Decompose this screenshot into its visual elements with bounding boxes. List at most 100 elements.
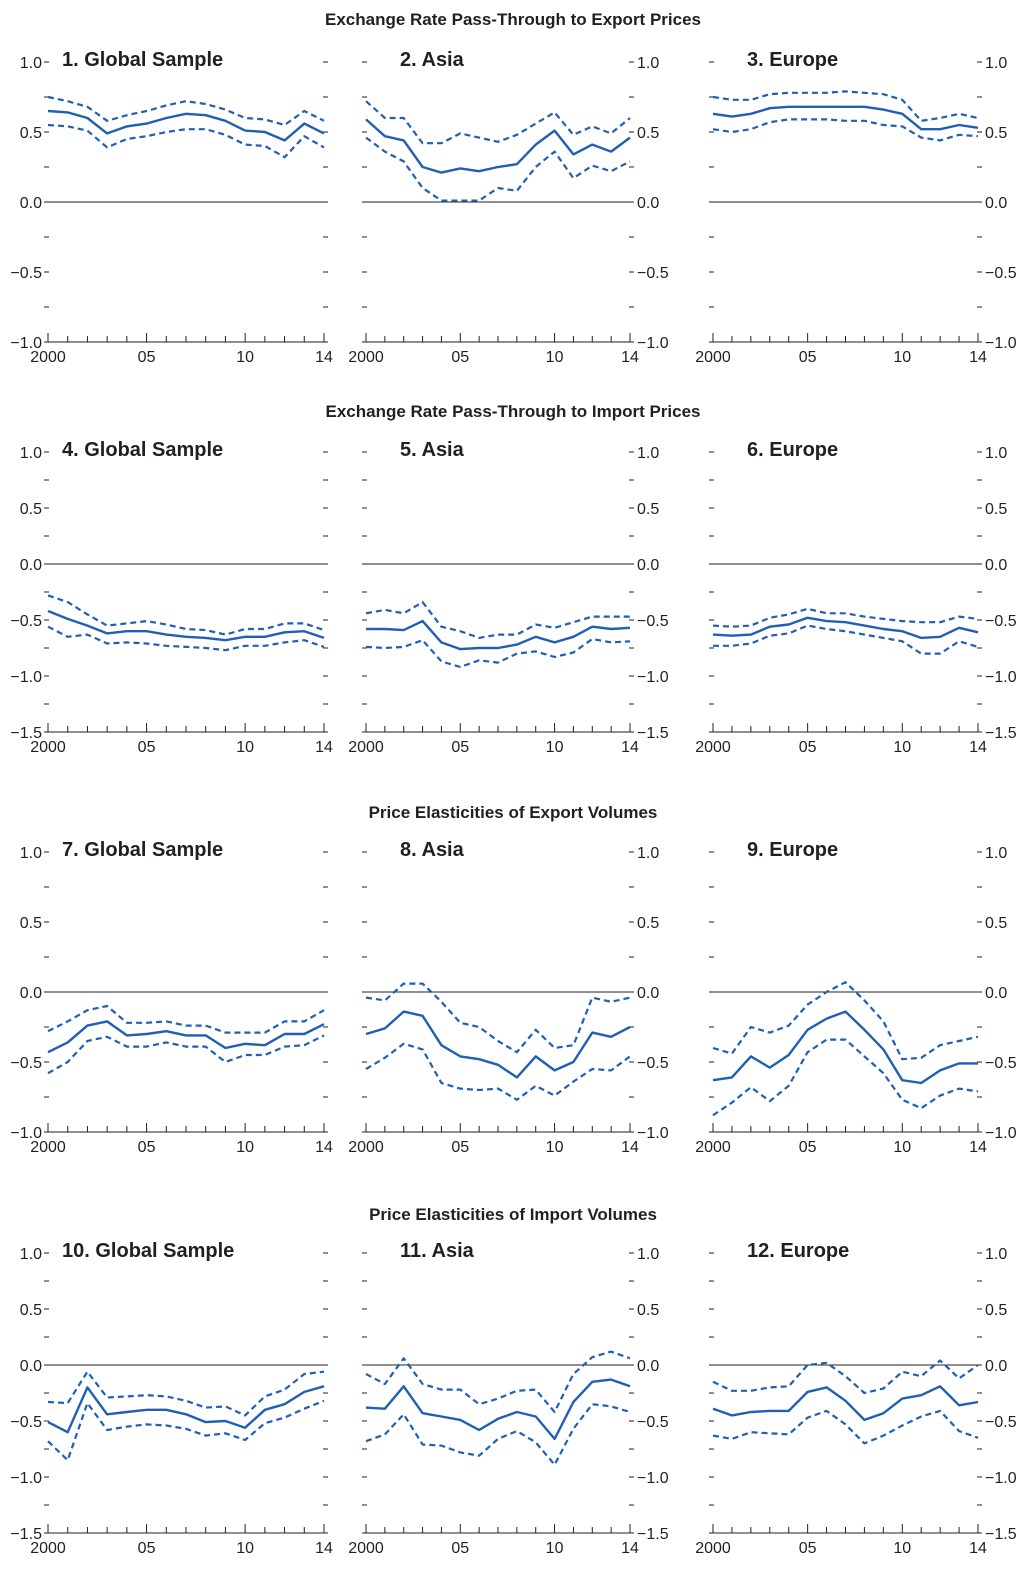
x-tick-label: 2000 — [30, 739, 66, 756]
y-tick-label: −1.5 — [637, 725, 669, 742]
y-tick-label: −1.5 — [637, 1526, 669, 1543]
x-tick-label: 2000 — [695, 739, 731, 756]
y-tick-label: 1.0 — [985, 1246, 1007, 1263]
x-tick-label: 14 — [315, 739, 333, 756]
x-tick-label: 2000 — [30, 349, 66, 366]
y-tick-label: 1.0 — [20, 1246, 42, 1263]
x-tick-label: 10 — [546, 349, 564, 366]
row-title-export-elasticities: Price Elasticities of Export Volumes — [369, 803, 658, 822]
panel-title: 10. Global Sample — [62, 1240, 234, 1262]
y-tick-label: −1.0 — [10, 335, 42, 352]
panel-title: 3. Europe — [747, 49, 838, 71]
row-title-import-elasticities: Price Elasticities of Import Volumes — [369, 1205, 657, 1224]
x-tick-label: 05 — [138, 349, 156, 366]
x-tick-label: 10 — [236, 1139, 254, 1156]
series-line-lower — [365, 1403, 631, 1466]
panel-title: 6. Europe — [747, 439, 838, 461]
series-line-lower — [47, 1399, 325, 1462]
y-tick-label: 0.0 — [20, 985, 42, 1002]
y-tick-label: 0.5 — [985, 915, 1007, 932]
panel-title: 2. Asia — [400, 49, 465, 71]
series-line-estimate — [47, 609, 325, 642]
x-tick-label: 2000 — [695, 1540, 731, 1557]
y-tick-label: −1.5 — [10, 1526, 42, 1543]
series-line-estimate — [47, 1385, 325, 1434]
panel-title: 5. Asia — [400, 439, 465, 461]
series-line-upper — [365, 100, 631, 145]
chart-panel-9: 2000 05 10 14 1.0 0.5 0.0 −0.5 −1.0 9. Europe — [695, 839, 1016, 1156]
y-tick-label: 1.0 — [985, 55, 1007, 72]
y-tick-label: −0.5 — [985, 1414, 1017, 1431]
y-tick-label: 0.5 — [20, 1302, 42, 1319]
y-tick-label: −1.5 — [985, 1526, 1017, 1543]
y-tick-label: 1.0 — [20, 445, 42, 462]
y-tick-label: 1.0 — [637, 55, 659, 72]
x-tick-label: 05 — [138, 1139, 156, 1156]
y-tick-label: 0.0 — [20, 1358, 42, 1375]
x-tick-label: 14 — [621, 739, 639, 756]
x-tick-label: 05 — [451, 739, 469, 756]
x-tick-label: 2000 — [348, 1139, 384, 1156]
chart-panel-4: 2000 05 10 14 1.0 0.5 0.0 −0.5 −1.0 −1.5 4. Global… — [10, 439, 333, 756]
y-tick-label: 0.5 — [985, 125, 1007, 142]
x-tick-label: 14 — [969, 739, 987, 756]
y-tick-label: −0.5 — [985, 613, 1017, 630]
y-tick-label: −0.5 — [10, 1414, 42, 1431]
panel-title: 4. Global Sample — [62, 439, 223, 461]
series-line-lower — [47, 1034, 325, 1075]
chart-panel-2: 2000 05 10 14 1.0 0.5 0.0 −0.5 −1.0 2. Asia — [348, 49, 668, 366]
x-tick-label: 10 — [893, 1540, 911, 1557]
series-line-estimate — [712, 105, 979, 131]
x-tick-label: 14 — [969, 1139, 987, 1156]
series-line-lower — [712, 1409, 979, 1445]
series-line-estimate — [47, 109, 325, 142]
y-tick-label: 0.5 — [637, 915, 659, 932]
chart-panel-8: 2000 05 10 14 1.0 0.5 0.0 −0.5 −1.0 8. Asia — [348, 839, 668, 1156]
series-line-estimate — [712, 616, 979, 640]
series-line-upper — [712, 90, 979, 122]
y-tick-label: 1.0 — [637, 845, 659, 862]
panel-title: 8. Asia — [400, 839, 465, 861]
y-tick-label: −0.5 — [637, 1414, 669, 1431]
y-tick-label: 0.5 — [985, 501, 1007, 518]
series-line-upper — [47, 1004, 325, 1034]
y-tick-label: −0.5 — [10, 1055, 42, 1072]
series-line-upper — [712, 981, 979, 1061]
y-tick-label: −1.0 — [10, 1470, 42, 1487]
series-line-estimate — [365, 1010, 631, 1079]
panels: 2000 05 10 14 1.0 0.5 0.0 −0.5 −1.0 1. Global Sam… — [10, 49, 1016, 1557]
series-line-lower — [365, 637, 631, 669]
series-line-lower — [365, 136, 631, 202]
y-tick-label: −0.5 — [985, 1055, 1017, 1072]
x-tick-label: 10 — [893, 1139, 911, 1156]
y-tick-label: −1.0 — [985, 1470, 1017, 1487]
y-tick-label: −0.5 — [637, 613, 669, 630]
panel-title: 1. Global Sample — [62, 49, 223, 71]
x-tick-label: 10 — [893, 349, 911, 366]
x-tick-label: 10 — [236, 1540, 254, 1557]
y-tick-label: 1.0 — [20, 55, 42, 72]
x-tick-label: 2000 — [348, 739, 384, 756]
y-tick-label: −1.0 — [637, 1125, 669, 1142]
x-tick-label: 10 — [236, 739, 254, 756]
x-tick-label: 2000 — [348, 1540, 384, 1557]
x-tick-label: 10 — [236, 349, 254, 366]
x-tick-label: 10 — [893, 739, 911, 756]
series-line-estimate — [712, 1010, 978, 1085]
y-tick-label: 0.5 — [637, 1302, 659, 1319]
series-line-lower — [47, 123, 325, 159]
chart-panel-7: 2000 05 10 14 1.0 0.5 0.0 −0.5 −1.0 7. Global Sam… — [10, 839, 333, 1156]
y-tick-label: −1.0 — [985, 669, 1017, 686]
y-tick-label: 0.0 — [637, 195, 659, 212]
y-tick-label: 0.0 — [637, 557, 659, 574]
y-tick-label: 0.0 — [985, 195, 1007, 212]
x-tick-label: 14 — [315, 1139, 333, 1156]
x-tick-label: 14 — [621, 1540, 639, 1557]
y-tick-label: −1.5 — [10, 725, 42, 742]
y-tick-label: 0.0 — [985, 1358, 1007, 1375]
x-tick-label: 05 — [451, 349, 469, 366]
x-tick-label: 14 — [969, 349, 987, 366]
chart-panel-12: 2000 05 10 14 1.0 0.5 0.0 −0.5 −1.0 −1.5 12. Europ… — [695, 1240, 1016, 1557]
x-tick-label: 14 — [621, 1139, 639, 1156]
